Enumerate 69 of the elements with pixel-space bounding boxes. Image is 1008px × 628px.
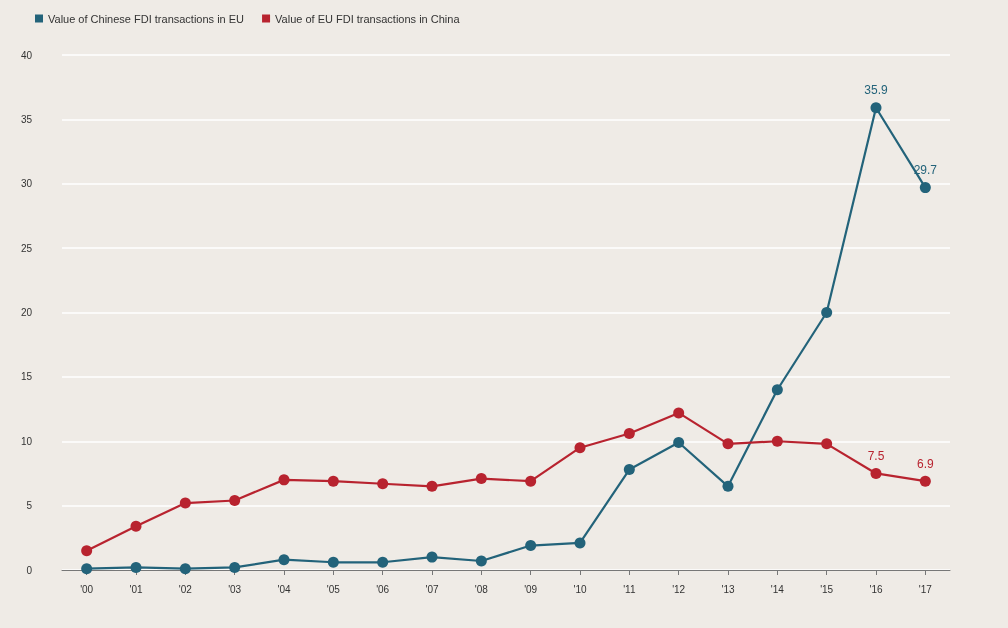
point <box>525 475 537 487</box>
x-tick-label: '01 <box>129 583 143 595</box>
x-tick-label: '04 <box>277 583 291 595</box>
x-tick-label: '15 <box>820 583 834 595</box>
point <box>821 438 833 450</box>
point <box>673 437 685 449</box>
point <box>327 475 339 487</box>
x-tick-label: '16 <box>869 583 883 595</box>
point <box>377 556 389 568</box>
y-tick-label: 10 <box>20 435 33 447</box>
point <box>426 480 438 492</box>
x-tick-label: '03 <box>228 583 242 595</box>
point <box>229 561 241 573</box>
data-label: 35.9 <box>864 83 888 98</box>
point <box>278 474 290 486</box>
point <box>722 480 734 492</box>
x-tick-label: '09 <box>524 583 538 595</box>
data-label: 7.5 <box>867 448 885 463</box>
data-label: 6.9 <box>916 456 934 471</box>
y-tick-label: 40 <box>20 49 33 61</box>
y-tick-label: 20 <box>20 307 33 318</box>
x-tick-label: '12 <box>672 583 686 595</box>
y-tick-label: 0 <box>26 564 33 576</box>
point <box>327 556 339 568</box>
point <box>525 540 537 552</box>
y-tick-label: 5 <box>26 500 33 512</box>
x-tick-label: '07 <box>425 583 439 595</box>
y-tick-label: 25 <box>20 242 33 254</box>
point <box>426 551 438 563</box>
y-tick-label: 30 <box>20 178 33 190</box>
point <box>821 307 833 318</box>
point <box>623 428 635 440</box>
point <box>179 497 191 509</box>
point <box>919 182 931 194</box>
point <box>278 554 290 566</box>
point <box>919 475 931 487</box>
point <box>130 561 142 573</box>
point <box>81 545 93 557</box>
y-tick-label: 35 <box>20 113 33 125</box>
point <box>623 464 635 476</box>
point <box>377 478 389 490</box>
point <box>130 520 142 532</box>
data-label: 29.7 <box>913 163 938 178</box>
point <box>475 473 487 485</box>
x-tick-label: '13 <box>721 583 735 595</box>
x-tick-label: '17 <box>918 583 933 595</box>
point <box>574 442 586 454</box>
point <box>574 537 586 549</box>
point <box>81 563 93 575</box>
point <box>722 438 734 450</box>
x-tick-label: '05 <box>326 583 341 595</box>
x-tick-label: '02 <box>178 583 193 595</box>
point <box>229 494 241 506</box>
point <box>673 407 685 419</box>
x-tick-label: '11 <box>623 583 636 595</box>
y-tick-label: 15 <box>20 371 33 383</box>
legend-label: Value of EU FDI transactions in China <box>275 12 461 25</box>
x-tick-label: '10 <box>573 583 587 595</box>
x-tick-label: '08 <box>474 583 489 595</box>
point <box>771 435 783 447</box>
x-tick-label: '06 <box>376 583 390 595</box>
legend-label: Value of Chinese FDI transactions in EU <box>48 12 245 25</box>
point <box>475 555 487 567</box>
x-tick-label: '14 <box>770 583 785 595</box>
point <box>771 384 783 396</box>
point <box>179 563 191 575</box>
x-tick-label: '00 <box>80 583 94 595</box>
point <box>870 102 882 114</box>
point <box>870 467 882 479</box>
